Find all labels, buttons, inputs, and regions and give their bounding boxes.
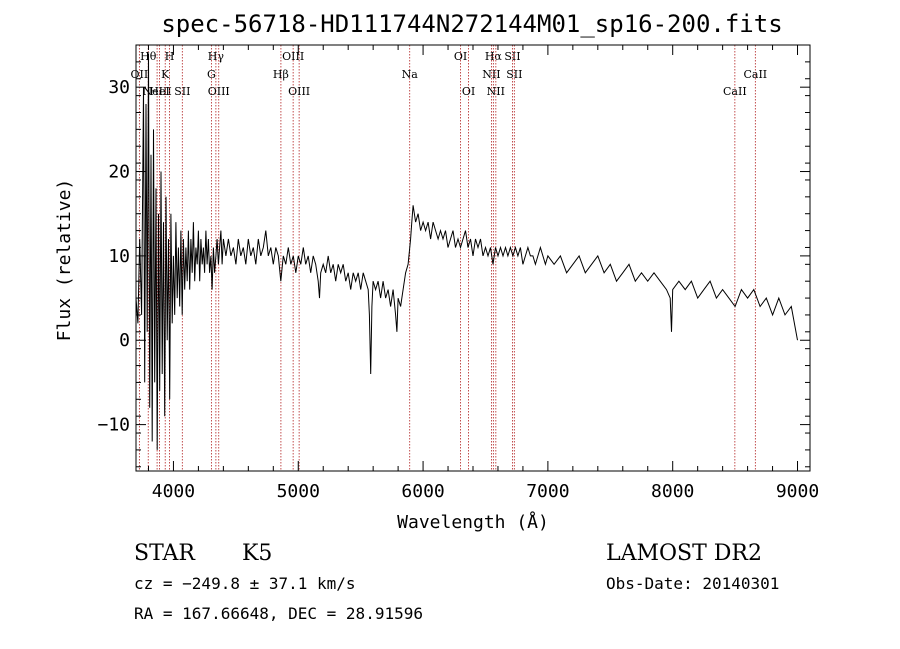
- spectral-line-label: Hα: [485, 50, 503, 63]
- x-tick-label: 6000: [401, 481, 444, 502]
- y-axis-label: Flux (relative): [54, 179, 75, 342]
- spectral-lines: OIIHθNeIIIHeIKHSIIGHγOIIIHβOIIIOIIINaOIO…: [131, 45, 768, 471]
- object-type: STAR: [134, 541, 196, 566]
- x-tick-label: 4000: [152, 481, 195, 502]
- spectral-line-label: Na: [402, 68, 419, 81]
- spectrum-series: [136, 53, 798, 450]
- spectral-line-label: OIII: [282, 50, 304, 63]
- spectral-line-label: OI: [454, 50, 467, 63]
- spectral-line-label: Hγ: [208, 50, 225, 63]
- spectral-line-label: OIII: [288, 85, 310, 98]
- spectral-line-label: OI: [462, 85, 475, 98]
- spectral-line-label: CaII: [743, 68, 767, 81]
- spectral-line-label: G: [207, 68, 216, 81]
- spectral-line-label: CaII: [723, 85, 747, 98]
- y-tick-label: 30: [108, 77, 130, 98]
- axis-ticks: 4000 5000 6000 7000 8000 9000 −10 0 10 20 30: [97, 45, 819, 502]
- plot-frame: [136, 45, 810, 471]
- chart-title: spec-56718-HD111744N272144M01_sp16-200.f…: [161, 10, 782, 38]
- x-tick-label: 5000: [277, 481, 320, 502]
- subclass: K5: [242, 541, 272, 566]
- spectral-line-label: H: [165, 50, 175, 63]
- x-tick-label: 8000: [651, 481, 694, 502]
- y-tick-label: 10: [108, 246, 130, 267]
- y-tick-label: 0: [119, 330, 130, 351]
- spectral-line-label: NII: [487, 85, 505, 98]
- spectral-line-label: HeI: [149, 85, 169, 98]
- observation-date: Obs-Date: 20140301: [606, 574, 779, 593]
- spectral-line-label: SII: [506, 68, 522, 81]
- spectral-line-label: Hβ: [273, 68, 289, 81]
- y-tick-label: −10: [97, 415, 130, 436]
- coordinates-readout: RA = 167.66648, DEC = 28.91596: [134, 604, 423, 623]
- spectral-line-label: OIII: [208, 85, 230, 98]
- spectral-line-label: SII: [504, 50, 520, 63]
- x-tick-label: 7000: [526, 481, 569, 502]
- survey-name: LAMOST DR2: [606, 541, 762, 566]
- spectral-line-label: SII: [174, 85, 190, 98]
- redshift-readout: cz = −249.8 ± 37.1 km/s: [134, 574, 356, 593]
- x-axis-label: Wavelength (Å): [397, 511, 549, 533]
- spectral-line-label: K: [161, 68, 170, 81]
- y-tick-label: 20: [108, 162, 130, 183]
- spectral-line-label: NII: [482, 68, 500, 81]
- x-tick-label: 9000: [776, 481, 819, 502]
- spectrum-line: [136, 53, 798, 450]
